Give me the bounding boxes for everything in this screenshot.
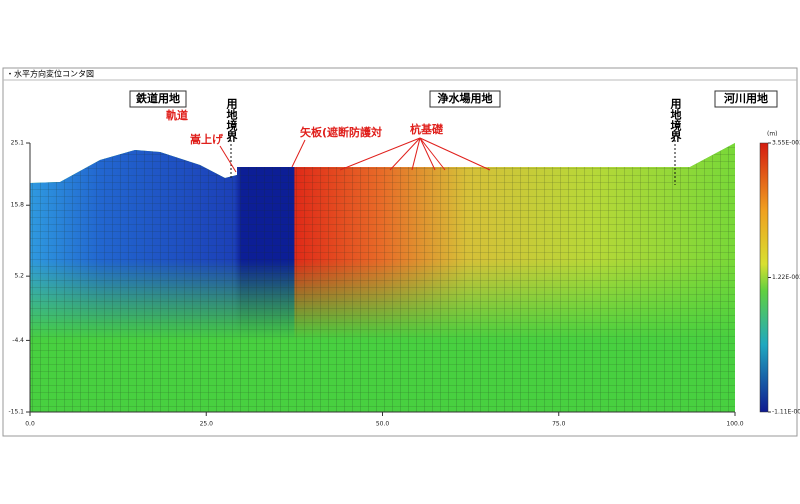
label-box	[714, 90, 778, 108]
annotation: 用地境界	[225, 98, 238, 143]
x-tick-label: 50.0	[376, 421, 390, 428]
annotation: 河川用地	[724, 91, 768, 105]
y-tick-label: 25.1	[11, 140, 25, 147]
annotation: 軌道	[166, 108, 188, 122]
colorbar-tick-label: 1.22E-003	[772, 274, 800, 281]
annotation: 用地境界	[669, 98, 682, 143]
y-tick-label: -4.4	[12, 337, 24, 344]
x-tick-label: 100.0	[726, 421, 743, 428]
annotation: 浄水場用地	[438, 91, 493, 105]
pointer	[291, 139, 306, 168]
y-tick-label: -15.1	[8, 409, 24, 416]
annotation: 嵩上げ	[190, 132, 224, 146]
window-title: ・水平方向変位コンタ図	[6, 69, 94, 79]
pointer	[219, 145, 237, 173]
contour-field	[30, 143, 735, 412]
colorbar-tick-label: 3.55E-003	[772, 140, 800, 147]
label-box	[429, 90, 501, 108]
label-box	[129, 90, 187, 108]
annotation: 矢板(遮断防護対	[300, 125, 382, 139]
x-tick-label: 25.0	[200, 421, 214, 428]
colorbar	[759, 142, 769, 413]
pointers	[339, 137, 491, 171]
x-tick-label: 0.0	[25, 421, 35, 428]
colorbar-unit: (m)	[767, 131, 778, 138]
y-tick-label: 15.8	[11, 202, 25, 209]
y-tick-label: 5.2	[14, 273, 24, 280]
annotation: 杭基礎	[410, 122, 444, 136]
annotation: 鉄道用地	[136, 91, 180, 105]
annotations: 鉄道用地 浄水場用地 河川用地 用地境界 用地境界 軌道 嵩上げ 矢板(遮断防護…	[129, 90, 778, 185]
x-tick-label: 75.0	[552, 421, 566, 428]
colorbar-tick-label: -1.11E-003	[772, 409, 800, 416]
